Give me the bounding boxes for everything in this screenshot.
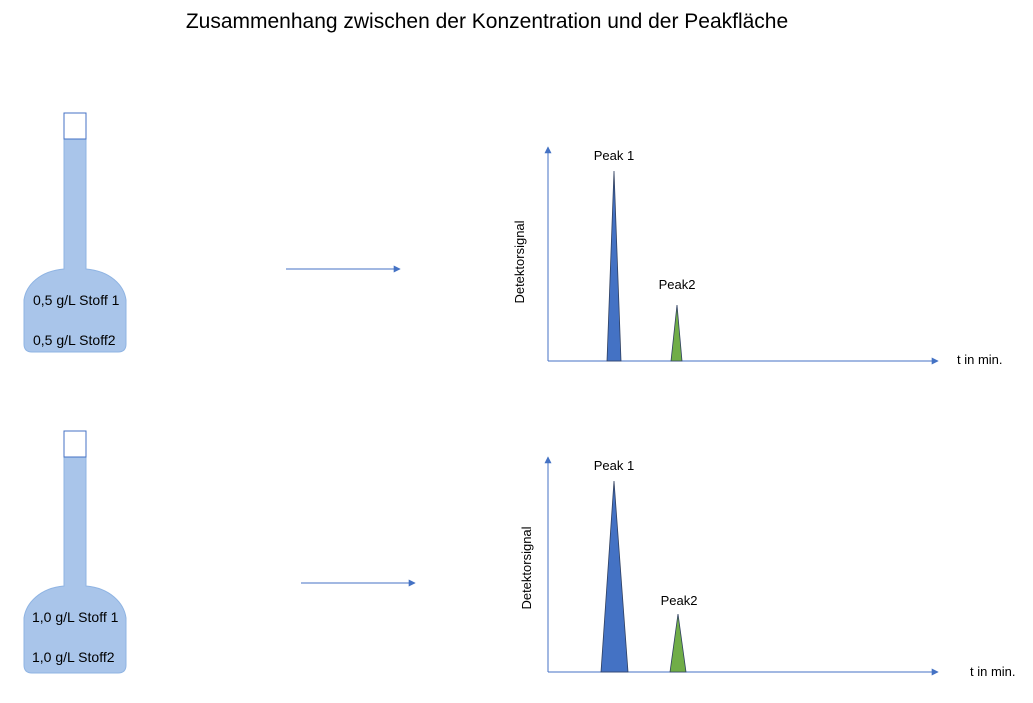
row-low-concentration: 0,5 g/L Stoff 1 0,5 g/L Stoff2 Detektors…	[23, 112, 1003, 367]
diagram-title: Zusammenhang zwischen der Konzentration …	[186, 10, 788, 33]
flask-label-substance-1: 1,0 g/L Stoff 1	[32, 609, 119, 625]
row-high-concentration: 1,0 g/L Stoff 1 1,0 g/L Stoff2 Detektors…	[23, 430, 1016, 679]
peak-1-label: Peak 1	[594, 458, 634, 473]
x-axis-label: t in min.	[957, 352, 1003, 367]
flask-stopper	[63, 430, 87, 458]
chromatogram: Detektorsignal t in min. Peak 1 Peak2	[519, 456, 1016, 679]
flask-label-substance-2: 1,0 g/L Stoff2	[32, 649, 115, 665]
volumetric-flask-icon: 1,0 g/L Stoff 1 1,0 g/L Stoff2	[23, 430, 127, 674]
peak-2	[669, 613, 687, 673]
flask-label-substance-1: 0,5 g/L Stoff 1	[33, 292, 120, 308]
y-axis-label: Detektorsignal	[512, 220, 527, 303]
flask-label-substance-2: 0,5 g/L Stoff2	[33, 332, 116, 348]
peak-2-label: Peak2	[661, 593, 698, 608]
chromatogram: Detektorsignal t in min. Peak 1 Peak2	[512, 146, 1003, 367]
flask-stopper	[63, 112, 87, 140]
peak-2-label: Peak2	[659, 277, 696, 292]
flask-body	[23, 138, 127, 353]
peak-1	[600, 480, 629, 673]
flask-body	[23, 456, 127, 674]
y-axis-label: Detektorsignal	[519, 526, 534, 609]
x-axis-label: t in min.	[970, 664, 1016, 679]
peak-2	[670, 304, 683, 362]
peak-1	[606, 170, 622, 362]
volumetric-flask-icon: 0,5 g/L Stoff 1 0,5 g/L Stoff2	[23, 112, 127, 353]
peak-1-label: Peak 1	[594, 148, 634, 163]
